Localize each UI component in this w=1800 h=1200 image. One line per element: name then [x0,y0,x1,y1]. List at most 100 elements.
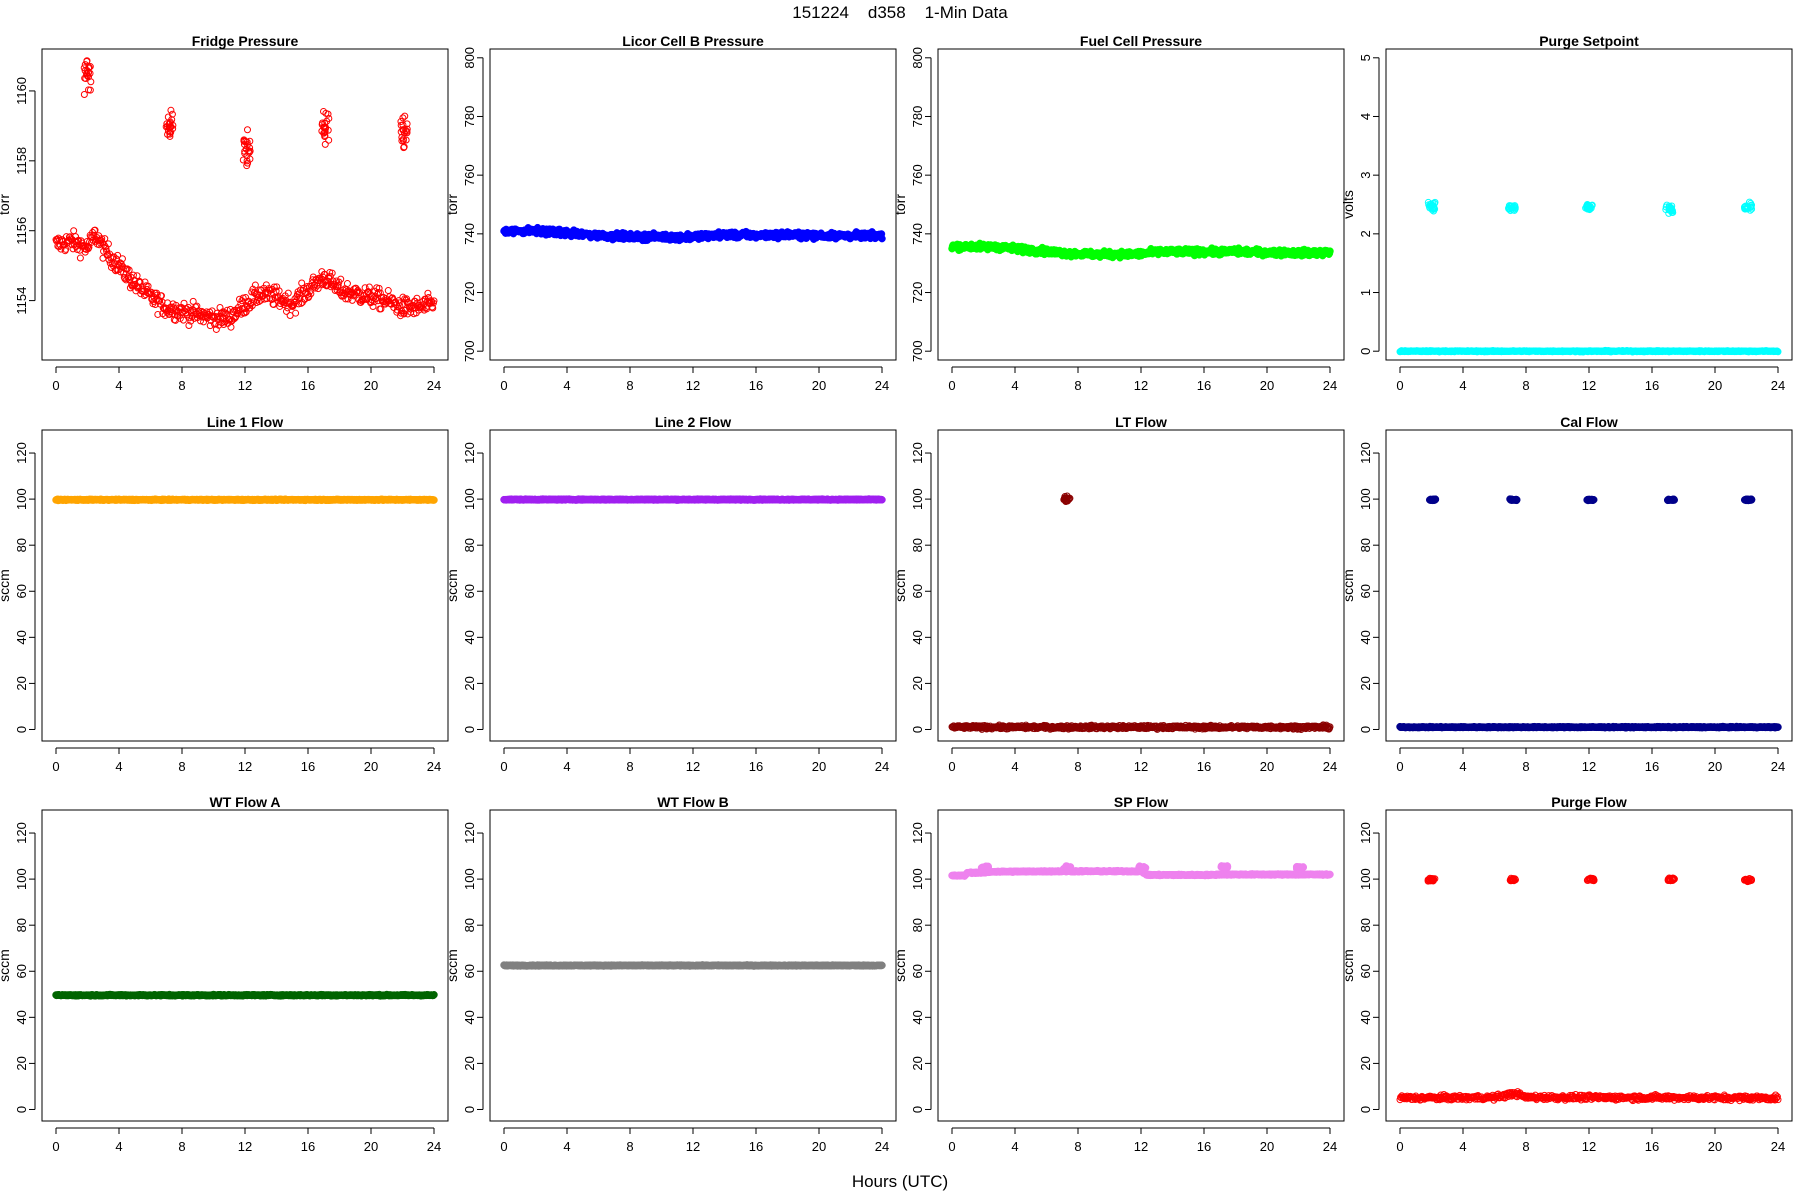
data-point [878,496,886,504]
y-tick-label: 760 [910,164,925,186]
data-point [270,301,278,309]
y-tick-label: 100 [14,488,29,510]
y-tick-label: 1160 [14,77,29,105]
x-tick-label: 24 [427,759,441,774]
data-point [136,278,144,286]
data-point [1747,201,1755,209]
data-point [430,297,438,305]
data-point [304,290,312,298]
x-tick-label: 8 [626,759,633,774]
x-tick-label: 4 [115,759,122,774]
y-tick-label: 20 [462,676,477,690]
data-point [179,316,187,324]
data-point [1748,205,1756,213]
data-point [400,310,408,318]
y-tick-label: 3 [1358,172,1373,179]
data-point [193,302,201,310]
data-point [384,287,392,295]
y-tick-label: 800 [910,47,925,69]
y-tick-label: 1158 [14,147,29,175]
data-point [246,304,254,312]
plot-frame [489,48,897,361]
y-axis-label: sccm [892,569,908,602]
data-point [1583,200,1591,208]
x-tick-label: 12 [1582,378,1596,393]
data-point [144,282,152,290]
y-axis-label: sccm [444,569,460,602]
y-axis-label: sccm [0,569,12,602]
y-tick-label: 100 [462,488,477,510]
data-point [401,295,409,303]
y-tick-label: 740 [462,223,477,245]
y-tick-label: 40 [14,630,29,644]
y-tick-label: 740 [910,223,925,245]
x-tick-label: 20 [812,378,826,393]
y-axis-label: torr [892,194,908,215]
data-point [189,297,197,305]
data-point [1745,198,1753,206]
data-point [246,147,254,155]
x-tick-label: 12 [686,378,700,393]
data-point [328,269,336,277]
x-tick-label: 16 [1645,378,1659,393]
data-point [342,295,350,303]
data-point [337,275,345,283]
data-point [167,106,175,114]
x-tick-label: 16 [1197,378,1211,393]
data-point [400,144,408,152]
data-point [311,284,319,292]
data-point [430,496,438,504]
data-point [320,123,328,131]
data-point [365,283,373,291]
data-point [424,289,432,297]
x-tick-label: 12 [686,759,700,774]
x-tick-label: 4 [563,378,570,393]
x-tick-label: 4 [115,378,122,393]
data-point [166,130,174,138]
plot-frame [41,429,449,742]
y-tick-label: 120 [14,442,29,464]
data-point [413,294,421,302]
x-tick-label: 24 [1323,378,1337,393]
plot-points [1396,198,1782,356]
data-point [86,86,94,94]
data-point [216,303,224,311]
data-point [343,280,351,288]
y-tick-label: 20 [14,676,29,690]
x-tick-label: 8 [178,759,185,774]
page-title: 151224 d358 1-Min Data [792,3,1008,22]
plot-frame [489,429,897,742]
data-point [1668,206,1676,214]
data-point [85,63,93,71]
data-point [307,290,315,298]
y-tick-label: 80 [462,538,477,552]
data-point [185,321,193,329]
x-tick-label: 0 [1396,378,1403,393]
data-point [241,309,249,317]
y-tick-label: 2 [1358,230,1373,237]
data-point [403,295,411,303]
y-tick-label: 800 [462,47,477,69]
data-point [240,137,248,145]
y-axis-label: volts [1340,190,1356,219]
x-tick-label: 8 [1074,378,1081,393]
data-point [240,140,248,148]
x-tick-label: 24 [427,378,441,393]
x-tick-label: 0 [52,759,59,774]
data-point [401,112,409,120]
plot-title: Line 2 Flow [655,414,731,430]
data-point [1774,348,1782,356]
plot-points [52,57,438,333]
data-point [418,304,426,312]
x-tick-label: 16 [749,759,763,774]
data-point [104,240,112,248]
data-point [250,298,258,306]
data-point [1505,204,1513,212]
data-point [80,90,88,98]
data-point [166,119,174,127]
data-point [318,119,326,127]
